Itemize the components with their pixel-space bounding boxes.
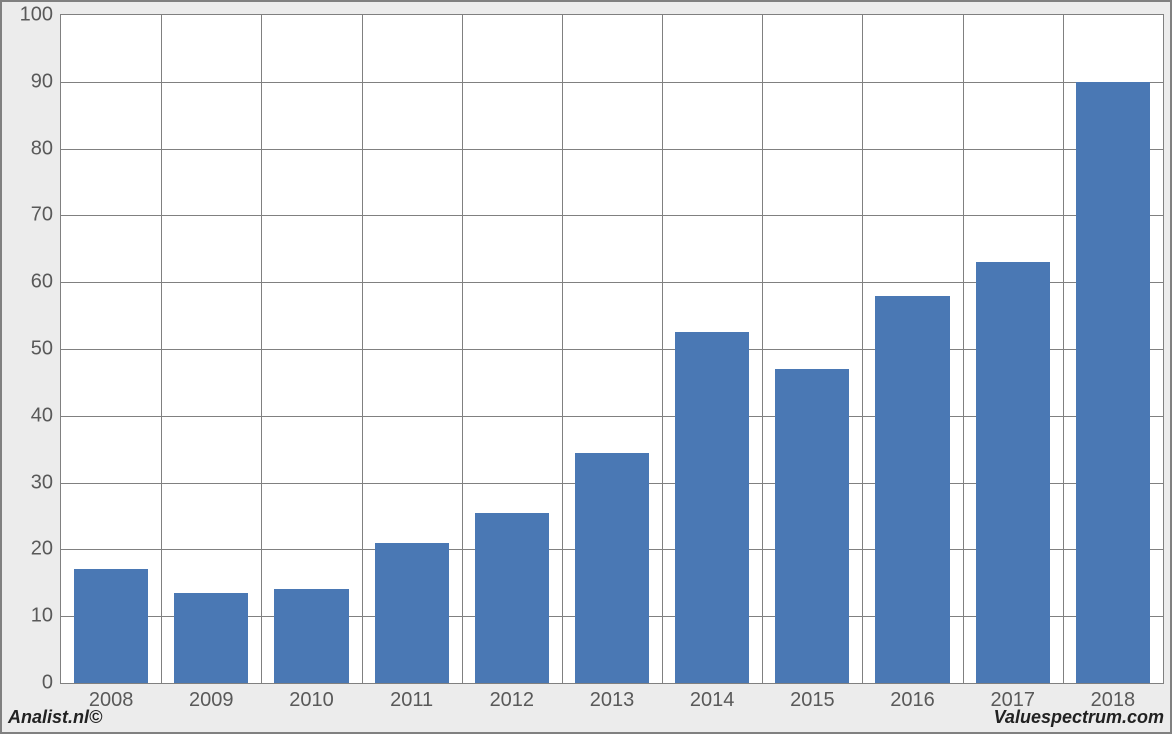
y-tick-label: 70 bbox=[31, 204, 61, 227]
y-tick-label: 0 bbox=[42, 672, 61, 695]
x-tick-label: 2013 bbox=[590, 683, 635, 712]
x-tick-label: 2014 bbox=[690, 683, 735, 712]
bar bbox=[575, 453, 649, 683]
y-tick-label: 100 bbox=[20, 4, 61, 27]
y-tick-label: 30 bbox=[31, 471, 61, 494]
x-tick-label: 2015 bbox=[790, 683, 835, 712]
y-tick-label: 80 bbox=[31, 137, 61, 160]
y-tick-label: 10 bbox=[31, 605, 61, 628]
bar bbox=[375, 543, 449, 683]
bar bbox=[1076, 82, 1150, 683]
y-tick-label: 90 bbox=[31, 70, 61, 93]
bar bbox=[675, 332, 749, 683]
gridline-vertical bbox=[762, 15, 763, 683]
gridline-vertical bbox=[862, 15, 863, 683]
x-tick-label: 2010 bbox=[289, 683, 334, 712]
bar bbox=[775, 369, 849, 683]
y-tick-label: 40 bbox=[31, 404, 61, 427]
x-tick-label: 2016 bbox=[890, 683, 935, 712]
gridline-vertical bbox=[362, 15, 363, 683]
y-tick-label: 60 bbox=[31, 271, 61, 294]
gridline-horizontal bbox=[61, 149, 1163, 150]
bar bbox=[976, 262, 1050, 683]
gridline-vertical bbox=[462, 15, 463, 683]
plot-area: 0102030405060708090100200820092010201120… bbox=[60, 14, 1164, 684]
bar bbox=[274, 589, 348, 683]
gridline-vertical bbox=[562, 15, 563, 683]
footer-right-credit: Valuespectrum.com bbox=[994, 707, 1164, 728]
gridline-vertical bbox=[261, 15, 262, 683]
y-tick-label: 50 bbox=[31, 338, 61, 361]
gridline-horizontal bbox=[61, 215, 1163, 216]
gridline-vertical bbox=[963, 15, 964, 683]
gridline-horizontal bbox=[61, 82, 1163, 83]
gridline-vertical bbox=[662, 15, 663, 683]
chart-frame: 0102030405060708090100200820092010201120… bbox=[0, 0, 1172, 734]
gridline-vertical bbox=[1063, 15, 1064, 683]
x-tick-label: 2012 bbox=[490, 683, 535, 712]
bar bbox=[475, 513, 549, 683]
gridline-vertical bbox=[161, 15, 162, 683]
bar bbox=[74, 569, 148, 683]
bar bbox=[174, 593, 248, 683]
x-tick-label: 2011 bbox=[390, 683, 433, 712]
y-tick-label: 20 bbox=[31, 538, 61, 561]
footer-left-credit: Analist.nl© bbox=[8, 707, 102, 728]
x-tick-label: 2009 bbox=[189, 683, 234, 712]
bar bbox=[875, 296, 949, 683]
